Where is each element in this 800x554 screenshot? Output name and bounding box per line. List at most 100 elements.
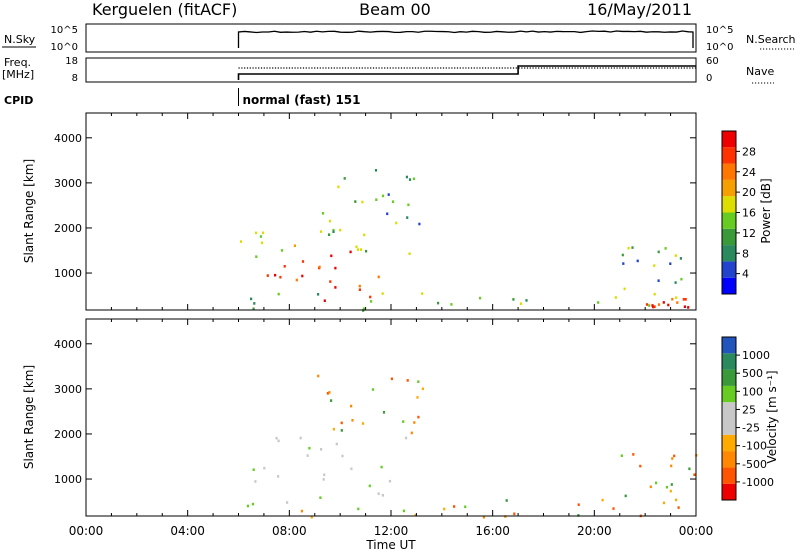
power-cell [597,301,600,304]
velocity-cell [402,420,405,423]
velocity-cell [322,478,325,481]
velocity-cell [612,507,615,510]
colorbar-segment [722,245,736,262]
power-cell [381,292,384,295]
power-cell [653,264,656,267]
colorbar-segment [722,196,736,213]
cpid-row: CPID normal (fast) 151 [4,88,361,107]
power-cell [662,301,665,304]
power-cell [337,185,340,189]
colorbar-tick-label: -25 [742,422,760,435]
velocity-cell [319,496,322,499]
velocity-cell [669,489,672,493]
x-tick-label: 20:00 [577,524,612,538]
colorbar-segment [722,163,736,180]
power-cell [343,177,346,180]
nsearch-label: N.Search [746,33,796,46]
power-cell [395,221,398,225]
velocity-cell [655,481,658,485]
power-cell [418,222,421,226]
velocity-cell [310,515,313,519]
velocity-cell [513,512,516,516]
velocity-cell [308,446,311,450]
power-cell [627,246,630,250]
velocity-cell [317,374,320,378]
velocity-cell [414,513,417,517]
velocity-cell [351,419,354,422]
y-tick-label: 1000 [54,473,82,486]
velocity-cell [326,392,329,395]
velocity-cell [443,507,446,511]
velocity-cell [368,484,371,488]
power-cell [374,169,378,172]
power-cell [652,305,655,309]
power-cell [391,200,395,203]
power-cell [356,248,360,251]
colorbar-segment [722,261,736,278]
velocity-cell [388,479,392,483]
colorbar-tick-label: 100 [742,385,763,398]
freq-trace [237,65,696,80]
colorbar-segment [722,385,736,403]
velocity-cell [417,415,420,419]
velocity-cell [505,499,508,502]
power-cell [684,298,687,301]
colorbar-segment [722,483,736,500]
x-axis: 00:00 04:00 08:00 12:00 16:00 20:00 00:00 [69,113,714,538]
power-cell [375,198,378,201]
nsky-trace [237,30,694,48]
velocity-cell [670,464,673,468]
power-cell [676,301,679,304]
velocity-colorbar-label: Velocity [m s⁻¹] [765,370,779,463]
freq-unit: [MHz] [2,68,34,81]
velocity-cell [330,399,333,402]
velocity-cell [328,391,331,394]
power-cell [631,246,634,249]
power-cell [675,296,678,299]
velocity-cell [323,473,326,477]
power-cell [317,293,320,296]
power-cell [682,298,685,301]
power-cell [525,299,528,302]
power-panel: 1000 2000 3000 4000 Slant Range [km] 28 24 20… [22,112,773,312]
power-cell [621,253,624,257]
power-cell [674,281,677,284]
power-cell [280,249,284,252]
colorbar-segment [722,434,736,452]
power-cell [334,266,337,270]
power-cell [370,300,373,303]
power-yticks: 1000 2000 3000 4000 [54,132,696,280]
colorbar-tick-label: 500 [742,367,763,380]
power-cell [450,303,453,306]
power-cell [354,200,357,203]
power-cell [664,247,667,250]
velocity-cell [340,421,343,425]
power-cell [657,250,660,254]
x-tick-label: 00:00 [679,524,714,538]
power-cell [386,212,389,216]
velocity-cell [417,380,420,383]
power-cell [361,200,364,204]
colorbar-frame [721,336,737,501]
colorbar-segment [722,228,736,246]
power-cell [512,298,515,301]
velocity-cell [410,431,413,435]
power-cells [239,169,690,312]
colorbar-segment [722,277,736,294]
power-cell [363,233,366,237]
freq-panel: Freq. [MHz] 18 8 60 0 Nave [2,56,774,84]
power-cell [295,278,298,282]
velocity-cell [263,466,266,470]
power-cell [332,230,335,233]
power-cell [301,260,305,263]
power-cell [279,275,282,279]
colorbar-tick-label: 28 [742,145,756,158]
power-cell [407,203,410,207]
velocity-cell [620,454,623,457]
colorbar-segment [722,451,736,468]
power-cell [355,245,358,249]
power-cell [274,273,277,277]
velocity-cell [246,504,249,508]
velocity-cell [671,457,674,460]
